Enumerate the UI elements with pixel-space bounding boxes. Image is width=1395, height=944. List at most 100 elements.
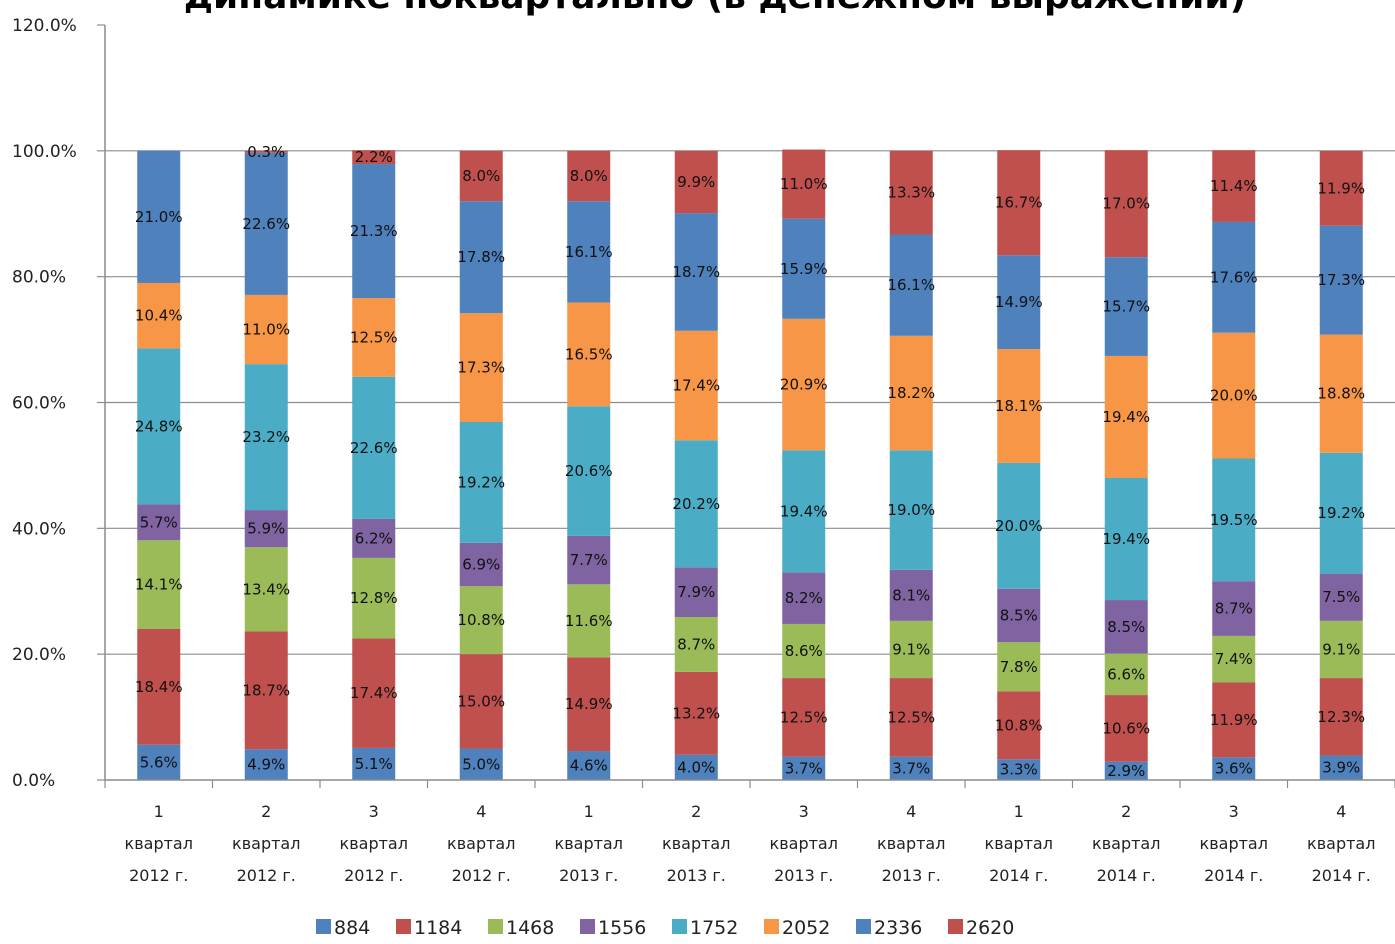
data-label: 13.4% (242, 580, 290, 598)
x-category-label: 1 (1014, 802, 1024, 821)
data-label: 21.0% (135, 208, 183, 226)
data-label: 18.4% (135, 678, 183, 696)
bar-segment (244, 364, 288, 511)
data-label: 9.9% (677, 173, 715, 191)
data-label: 8.0% (570, 167, 608, 185)
data-label: 14.1% (135, 576, 183, 594)
bar-segment (1104, 600, 1148, 654)
data-label: 20.2% (672, 495, 720, 513)
bar-segment (352, 150, 396, 165)
y-tick-label: 120.0% (12, 16, 77, 36)
x-category-label: 2013 г. (559, 866, 618, 885)
data-label: 8.5% (1107, 618, 1145, 636)
bar-segment (674, 213, 718, 331)
data-labels: 5.6% 18.4% 14.1% 5.7% 24.8% 10.4% 21.0% 4.9% 18.… (135, 143, 1365, 780)
legend-swatch (396, 919, 411, 934)
bar-segment (567, 201, 611, 303)
bar-segment (1104, 478, 1148, 601)
bar-segment (137, 504, 181, 541)
data-label: 9.1% (1322, 640, 1360, 658)
legend-label: 884 (334, 917, 370, 939)
bar-segment (674, 567, 718, 618)
data-label: 17.3% (1317, 271, 1365, 289)
bar-segment (1212, 458, 1256, 582)
x-category-label: квартал (340, 834, 408, 853)
data-label: 23.2% (242, 428, 290, 446)
data-label: 16.1% (565, 243, 613, 261)
data-label: 19.5% (1210, 511, 1258, 529)
bar-segment (459, 201, 503, 314)
data-label: 18.7% (672, 263, 720, 281)
bar-segment (1212, 682, 1256, 758)
legend: 884 1184 1468 1556 1752 2052 2336 2620 (316, 917, 1014, 939)
bar-segment (1319, 452, 1363, 574)
bar-segment (997, 588, 1041, 643)
bar-segment (244, 150, 288, 153)
bar-segment (137, 348, 181, 505)
bar-segment (352, 298, 396, 377)
x-category-label: 2 (691, 802, 701, 821)
data-label: 5.0% (462, 755, 500, 773)
legend-swatch (672, 919, 687, 934)
x-category-label: квартал (555, 834, 623, 853)
bar-segment (782, 623, 826, 679)
data-label: 8.7% (677, 635, 715, 653)
data-label: 8.7% (1215, 600, 1253, 618)
bar-segment (889, 234, 933, 336)
bar-segment (997, 349, 1041, 463)
data-label: 16.7% (995, 194, 1043, 212)
gridlines (105, 150, 1395, 655)
bar-segment (244, 749, 288, 780)
data-label: 8.5% (1000, 606, 1038, 624)
bar-segment (997, 462, 1041, 589)
data-label: 19.4% (1102, 530, 1150, 548)
bar-segment (1104, 150, 1148, 258)
x-category-label: 2013 г. (882, 866, 941, 885)
x-category-label: квартал (447, 834, 515, 853)
y-tick-label: 80.0% (12, 268, 66, 288)
data-label: 13.3% (887, 184, 935, 202)
data-label: 7.4% (1215, 650, 1253, 668)
x-category-label: 2014 г. (1097, 866, 1156, 885)
bar-segment (567, 584, 611, 658)
data-label: 3.7% (785, 759, 823, 777)
bar-segment (782, 450, 826, 573)
bar-segment (1319, 620, 1363, 679)
data-label: 11.0% (242, 321, 290, 339)
data-label: 20.9% (780, 376, 828, 394)
data-label: 10.8% (457, 611, 505, 629)
data-label: 18.2% (887, 384, 935, 402)
data-label: 3.6% (1215, 760, 1253, 778)
legend-swatch (316, 919, 331, 934)
x-category-label: 2014 г. (989, 866, 1048, 885)
bar-segment (459, 422, 503, 543)
data-label: 0.3% (247, 143, 285, 161)
bar-segment (137, 629, 181, 745)
bar-segment (1104, 257, 1148, 356)
axes: 0.0%20.0%40.0%60.0%80.0%100.0%120.0%1ква… (12, 16, 1395, 885)
bar-segment (244, 152, 288, 295)
x-category-label: 2 (261, 802, 271, 821)
data-label: 11.6% (565, 612, 613, 630)
bar-segment (352, 638, 396, 748)
bar-segment (1104, 653, 1148, 696)
bar-segment (459, 748, 503, 780)
data-label: 11.9% (1210, 711, 1258, 729)
bar-segment (1104, 761, 1148, 780)
y-tick-label: 100.0% (12, 142, 77, 162)
data-label: 7.5% (1322, 588, 1360, 606)
data-label: 2.9% (1107, 762, 1145, 780)
data-label: 12.8% (350, 589, 398, 607)
bar-segment (997, 642, 1041, 692)
data-label: 12.5% (780, 708, 828, 726)
data-label: 18.7% (242, 681, 290, 699)
x-category-label: квартал (125, 834, 193, 853)
data-label: 10.6% (1102, 719, 1150, 737)
legend-swatch (856, 919, 871, 934)
data-label: 11.4% (1210, 177, 1258, 195)
bar-segment (782, 218, 826, 319)
data-label: 5.6% (140, 753, 178, 771)
x-category-label: 3 (799, 802, 809, 821)
bar-segment (244, 294, 288, 365)
